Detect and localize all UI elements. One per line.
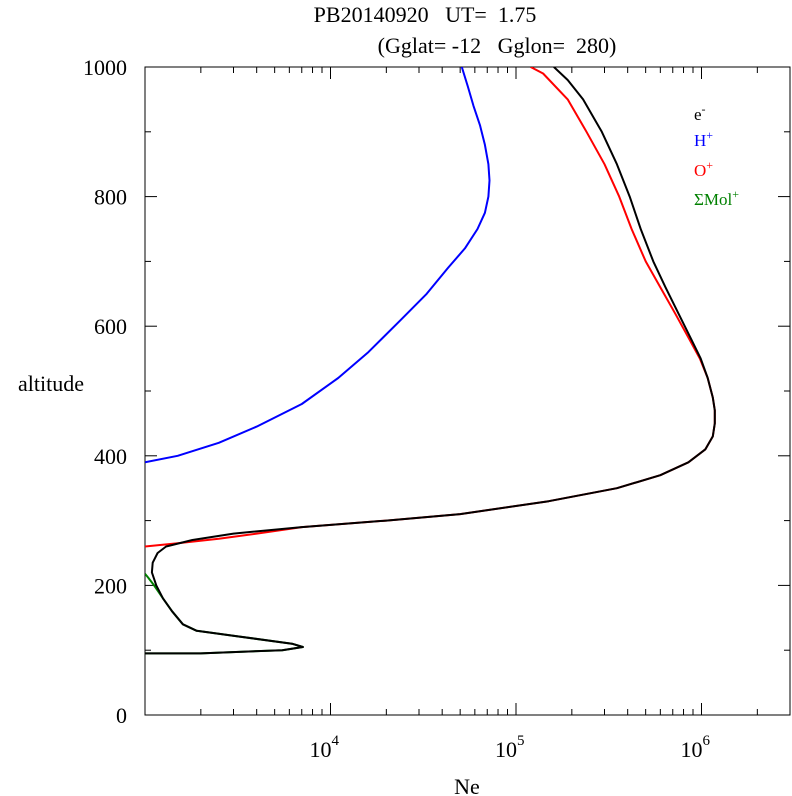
series-lines	[145, 67, 716, 655]
legend: e- H+ O+ ΣMol+	[694, 102, 739, 209]
chart-title-line2: (Gglat= -12 Gglon= 280)	[378, 33, 617, 58]
x-tick-label-exponent: 5	[517, 733, 525, 749]
y-axis-label: altitude	[18, 371, 84, 396]
series-line-2	[145, 67, 716, 548]
x-tick-label-base: 10	[495, 737, 517, 762]
legend-entry-3: ΣMol+	[694, 187, 739, 209]
x-tick-label-base: 10	[680, 737, 702, 762]
chart-title-line1: PB20140920 UT= 1.75	[314, 2, 537, 27]
y-tick-labels: 0 200 400 600 800 1000	[83, 55, 127, 728]
x-axis-label: Ne	[454, 774, 480, 796]
x-tick-label-base: 10	[309, 737, 331, 762]
axis-ticks	[144, 66, 791, 716]
legend-entry-1: H+	[694, 128, 713, 150]
series-line-0	[145, 67, 716, 655]
x-tick-label: 10 6	[680, 733, 710, 762]
y-tick-label: 0	[116, 703, 127, 728]
y-tick-label: 400	[94, 444, 127, 469]
x-tick-labels: 10 4 10 5 10 6	[309, 733, 710, 762]
x-tick-label-exponent: 6	[702, 733, 710, 749]
x-tick-label: 10 4	[309, 733, 339, 762]
legend-entry-0: e-	[694, 102, 706, 124]
legend-entry-2: O+	[694, 158, 713, 180]
series-line-1	[145, 67, 491, 464]
x-tick-label-exponent: 4	[331, 733, 339, 749]
y-tick-label: 200	[94, 573, 127, 598]
y-tick-label: 600	[94, 314, 127, 339]
x-tick-label: 10 5	[495, 733, 525, 762]
y-tick-label: 800	[94, 185, 127, 210]
y-tick-label: 1000	[83, 55, 127, 80]
